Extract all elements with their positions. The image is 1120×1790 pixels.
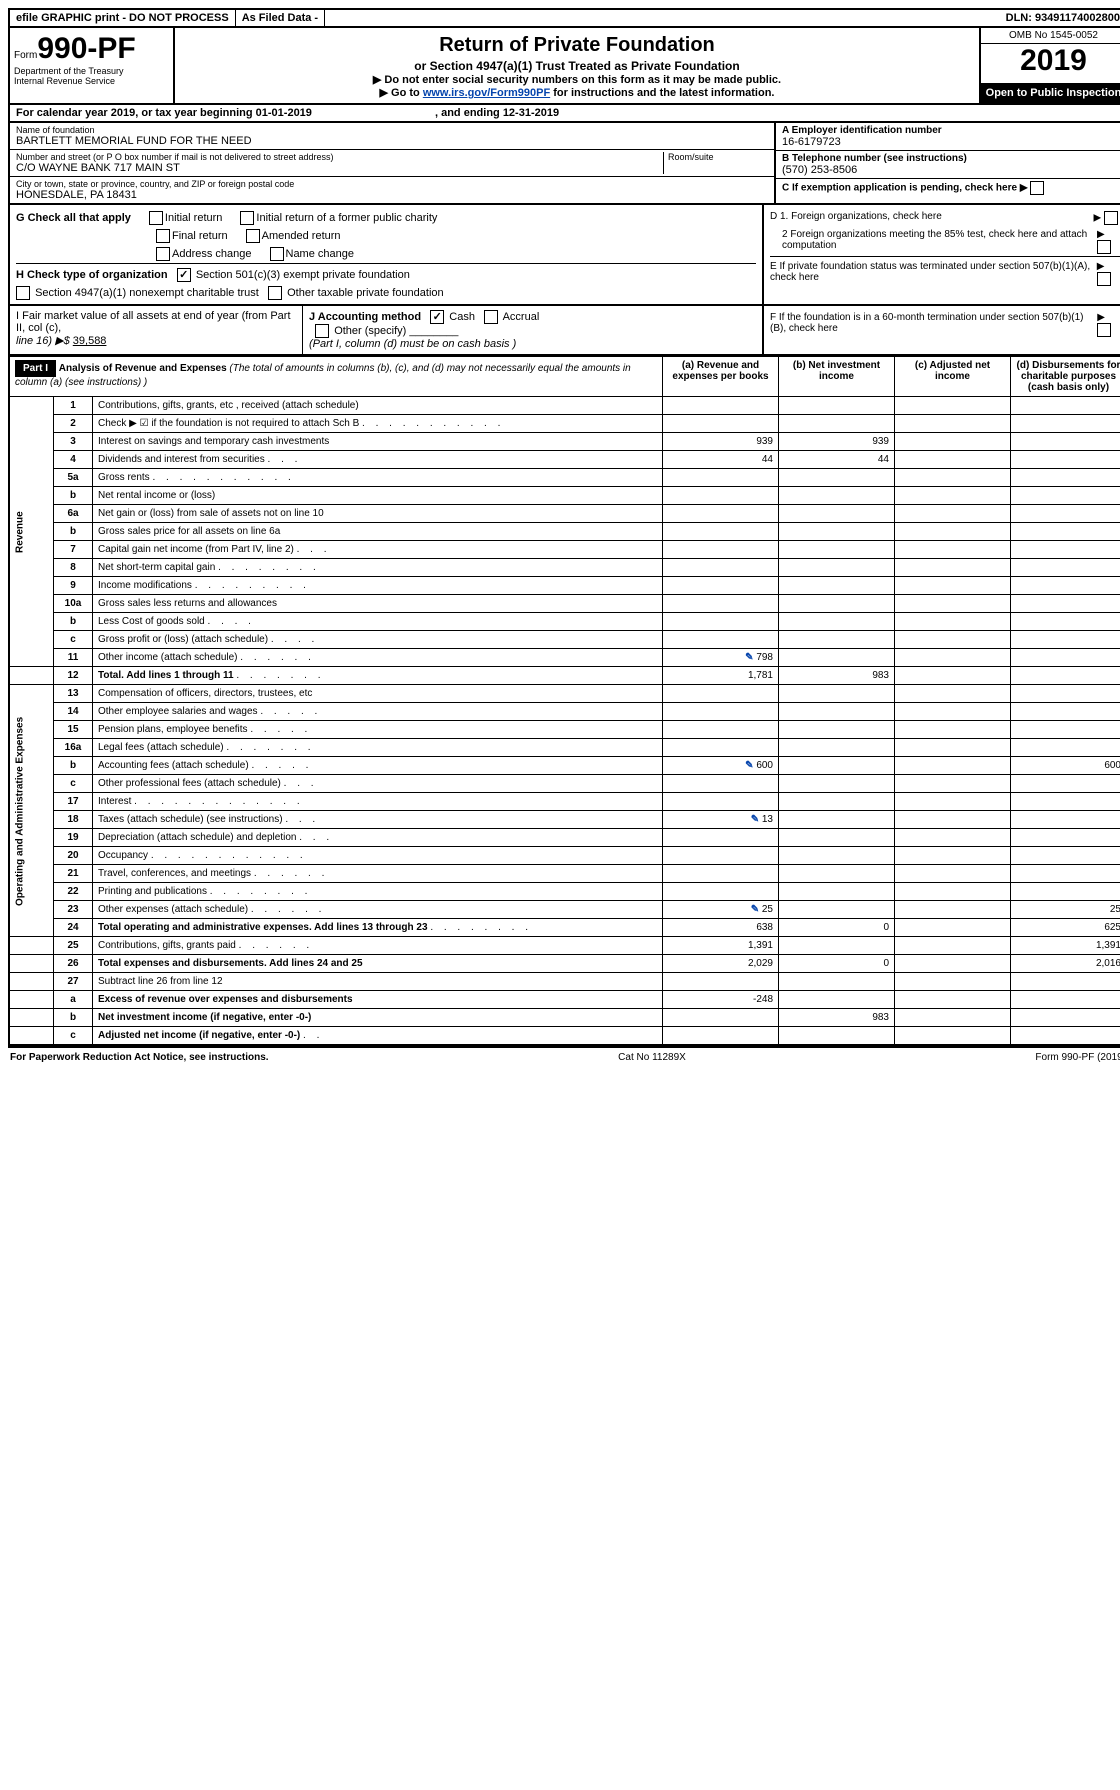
footer-right: Form 990-PF (2019)	[1035, 1052, 1120, 1063]
year-box: OMB No 1545-0052 2019 Open to Public Ins…	[979, 28, 1120, 103]
j-label: J Accounting method	[309, 311, 421, 323]
ein-value: 16-6179723	[782, 136, 1120, 148]
efile-notice: efile GRAPHIC print - DO NOT PROCESS	[10, 10, 236, 26]
e-checkbox[interactable]	[1097, 272, 1111, 286]
filed-label: As Filed Data -	[236, 10, 325, 26]
col-c-header: (c) Adjusted net income	[895, 357, 1011, 397]
i-value: 39,588	[73, 335, 107, 347]
notice-2a: ▶ Go to	[380, 87, 423, 99]
form-header: Form990-PF Department of the Treasury In…	[8, 28, 1120, 105]
expenses-side-label: Operating and Administrative Expenses	[9, 685, 54, 937]
h-4947-checkbox[interactable]	[16, 286, 30, 300]
part1-label: Part I	[15, 360, 56, 377]
h-other-checkbox[interactable]	[268, 286, 282, 300]
name-label: Name of foundation	[16, 125, 768, 135]
g-amended-checkbox[interactable]	[246, 229, 260, 243]
f-label: F If the foundation is in a 60-month ter…	[770, 312, 1097, 337]
i-label-a: I Fair market value of all assets at end…	[16, 310, 291, 334]
footer-mid: Cat No 11289X	[618, 1052, 686, 1063]
public-inspection: Open to Public Inspection	[981, 83, 1120, 103]
h-501c3-checkbox[interactable]: ✓	[177, 268, 191, 282]
d1-label: D 1. Foreign organizations, check here	[770, 211, 942, 225]
ein-label: A Employer identification number	[782, 125, 1120, 136]
d1-checkbox[interactable]	[1104, 211, 1118, 225]
form-number: 990-PF	[37, 32, 135, 65]
notice-1: ▶ Do not enter social security numbers o…	[179, 73, 975, 86]
d2-label: 2 Foreign organizations meeting the 85% …	[770, 229, 1097, 254]
g-address-checkbox[interactable]	[156, 247, 170, 261]
footer-left: For Paperwork Reduction Act Notice, see …	[10, 1052, 269, 1063]
cal-text-a: For calendar year 2019, or tax year begi…	[16, 107, 312, 119]
h-label: H Check type of organization	[16, 269, 168, 281]
d2-checkbox[interactable]	[1097, 240, 1111, 254]
g-name-checkbox[interactable]	[270, 247, 284, 261]
phone-value: (570) 253-8506	[782, 164, 1120, 176]
top-bar: efile GRAPHIC print - DO NOT PROCESS As …	[8, 8, 1120, 28]
attach-icon[interactable]: ✎	[751, 814, 759, 825]
e-label: E If private foundation status was termi…	[770, 261, 1097, 286]
calendar-year-row: For calendar year 2019, or tax year begi…	[8, 105, 1120, 123]
dln-label: DLN: 93491174002800	[1000, 10, 1120, 26]
g-label: G Check all that apply	[16, 212, 131, 224]
col-d-header: (d) Disbursements for charitable purpose…	[1011, 357, 1120, 397]
city-label: City or town, state or province, country…	[16, 179, 768, 189]
j-note: (Part I, column (d) must be on cash basi…	[309, 338, 516, 350]
form-subtitle: or Section 4947(a)(1) Trust Treated as P…	[179, 59, 975, 73]
j-other-checkbox[interactable]	[315, 324, 329, 338]
page-footer: For Paperwork Reduction Act Notice, see …	[8, 1046, 1120, 1067]
attach-icon[interactable]: ✎	[751, 904, 759, 915]
street-value: C/O WAYNE BANK 717 MAIN ST	[16, 162, 663, 174]
cal-text-b: , and ending 12-31-2019	[435, 107, 559, 119]
form-title: Return of Private Foundation	[179, 34, 975, 57]
irs-link[interactable]: www.irs.gov/Form990PF	[423, 87, 550, 99]
attach-icon[interactable]: ✎	[745, 760, 753, 771]
phone-label: B Telephone number (see instructions)	[782, 153, 1120, 164]
city-value: HONESDALE, PA 18431	[16, 189, 768, 201]
part1-table: Part I Analysis of Revenue and Expenses …	[8, 356, 1120, 1046]
irs-label: Internal Revenue Service	[14, 76, 169, 86]
entity-info: Name of foundation BARTLETT MEMORIAL FUN…	[8, 123, 1120, 205]
j-cash-checkbox[interactable]: ✓	[430, 310, 444, 324]
c-label: C If exemption application is pending, c…	[782, 183, 1017, 194]
notice-2b: for instructions and the latest informat…	[550, 87, 774, 99]
i-j-row: I Fair market value of all assets at end…	[8, 306, 1120, 356]
title-box: Return of Private Foundation or Section …	[175, 28, 979, 103]
omb-number: OMB No 1545-0052	[981, 28, 1120, 44]
j-accrual-checkbox[interactable]	[484, 310, 498, 324]
dept-label: Department of the Treasury	[14, 66, 169, 76]
f-checkbox[interactable]	[1097, 323, 1111, 337]
form-prefix: Form	[14, 50, 37, 61]
i-label-b: line 16) ▶$	[16, 335, 70, 347]
g-initial-former-checkbox[interactable]	[240, 211, 254, 225]
g-final-checkbox[interactable]	[156, 229, 170, 243]
c-checkbox[interactable]	[1030, 181, 1044, 195]
room-label: Room/suite	[668, 152, 768, 162]
col-a-header: (a) Revenue and expenses per books	[663, 357, 779, 397]
col-b-header: (b) Net investment income	[779, 357, 895, 397]
g-initial-checkbox[interactable]	[149, 211, 163, 225]
g-d-row: G Check all that apply Initial return In…	[8, 205, 1120, 306]
part1-title: Analysis of Revenue and Expenses	[59, 363, 227, 374]
form-number-box: Form990-PF Department of the Treasury In…	[10, 28, 175, 103]
revenue-side-label: Revenue	[9, 397, 54, 667]
attach-icon[interactable]: ✎	[745, 652, 753, 663]
foundation-name: BARTLETT MEMORIAL FUND FOR THE NEED	[16, 135, 768, 147]
street-label: Number and street (or P O box number if …	[16, 152, 663, 162]
tax-year: 2019	[981, 44, 1120, 83]
